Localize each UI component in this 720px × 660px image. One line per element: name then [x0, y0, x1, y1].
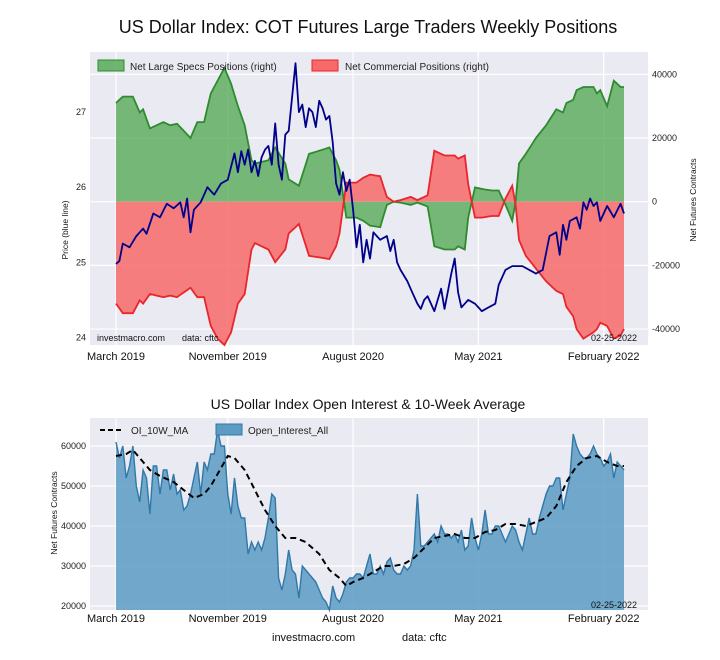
x-tick-label: May 2021 — [454, 351, 502, 363]
legend-label-oi: Open_Interest_All — [248, 426, 328, 437]
bottom-y-ticks: 20000 30000 40000 50000 60000 — [61, 441, 86, 611]
bottom-legend: OI_10W_MA Open_Interest_All — [100, 423, 328, 437]
right-tick-label: -20000 — [652, 260, 680, 270]
right-tick-label: 40000 — [652, 69, 677, 79]
x-tick-label: March 2019 — [87, 351, 145, 363]
legend-swatch-specs — [97, 59, 125, 72]
top-chart-title: US Dollar Index: COT Futures Large Trade… — [119, 17, 618, 37]
bottom-date-label: 02-25-2022 — [591, 600, 637, 610]
top-annotation-site: investmacro.com — [97, 333, 165, 343]
right-tick-label: 20000 — [652, 133, 677, 143]
left-tick-label: 24 — [76, 332, 86, 342]
left-tick-label: 27 — [76, 107, 86, 117]
right-tick-label: 0 — [652, 197, 657, 207]
bottom-y-tick-label: 40000 — [61, 521, 86, 531]
comm-line — [115, 149, 625, 347]
top-x-ticks: March 2019 November 2019 August 2020 May 20… — [87, 351, 640, 363]
footer-data: data: cftc — [402, 632, 447, 644]
bottom-x-tick-label: May 2021 — [454, 613, 502, 625]
bottom-y-tick-label: 30000 — [61, 561, 86, 571]
bottom-chart-title: US Dollar Index Open Interest & 10-Week … — [211, 396, 526, 412]
top-price-line — [115, 62, 625, 313]
right-tick-label: -40000 — [652, 324, 680, 334]
x-tick-label: February 2022 — [568, 351, 640, 363]
specs-line — [115, 65, 624, 251]
top-annotation-data: data: cftc — [182, 333, 219, 343]
x-tick-label: August 2020 — [322, 351, 384, 363]
bottom-y-tick-label: 50000 — [61, 481, 86, 491]
top-left-ticks: 24 25 26 27 — [76, 107, 86, 342]
x-tick-label: November 2019 — [189, 351, 267, 363]
legend-swatch-comm — [311, 59, 339, 72]
top-legend: Net Large Specs Positions (right) Net Co… — [97, 59, 489, 73]
price-line — [115, 62, 625, 313]
bottom-y-tick-label: 20000 — [61, 601, 86, 611]
bottom-x-tick-label: March 2019 — [87, 613, 145, 625]
ma-dashed-line — [115, 448, 624, 588]
legend-label-specs: Net Large Specs Positions (right) — [130, 62, 277, 73]
bottom-y-tick-label: 60000 — [61, 441, 86, 451]
left-tick-label: 26 — [76, 182, 86, 192]
oi-line — [115, 429, 625, 613]
bottom-x-tick-label: February 2022 — [568, 613, 640, 625]
legend-label-comm: Net Commercial Positions (right) — [345, 62, 489, 73]
top-right-axis-label: Net Futures Contracts — [688, 158, 698, 241]
top-right-ticks: -40000 -20000 0 20000 40000 — [652, 69, 680, 334]
legend-swatch-oi — [215, 423, 243, 436]
bottom-axis-label: Net Futures Contracts — [49, 471, 59, 554]
bottom-x-ticks: March 2019 November 2019 August 2020 May 20… — [87, 613, 640, 625]
bottom-oi-area — [115, 429, 625, 613]
bottom-x-tick-label: November 2019 — [189, 613, 267, 625]
top-date-label: 02-25-2022 — [591, 333, 637, 343]
top-areas — [115, 65, 625, 347]
legend-label-ma: OI_10W_MA — [131, 426, 189, 437]
oi-area — [116, 430, 624, 610]
bottom-ma-line — [115, 448, 624, 588]
left-tick-label: 25 — [76, 257, 86, 267]
top-left-axis-label: Price (blue line) — [60, 200, 70, 259]
footer-site: investmacro.com — [272, 632, 355, 644]
bottom-x-tick-label: August 2020 — [322, 613, 384, 625]
